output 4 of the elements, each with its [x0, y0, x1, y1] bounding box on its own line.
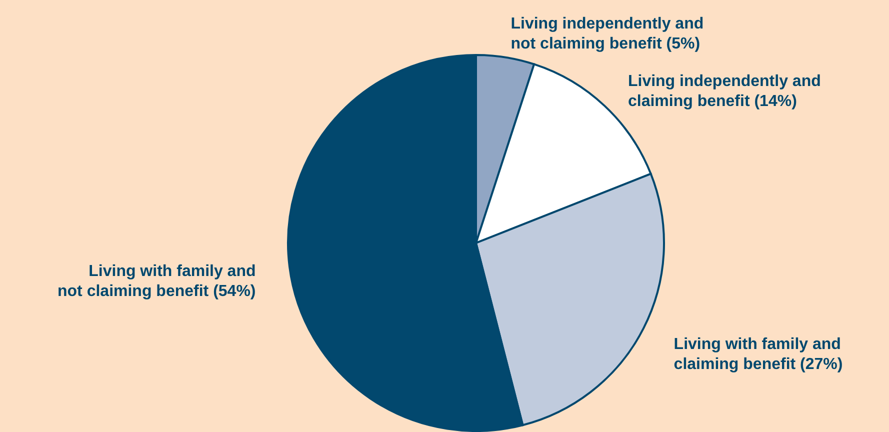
slice-label: Living independently and not claiming benefit (5%)	[510, 16, 704, 53]
slice-label: Living independently and claiming benefit (14%)	[628, 73, 821, 110]
slice-label: Living with family and not claiming benefit (54%)	[58, 262, 256, 300]
slice-label: Living with family and claiming benefit (27%)	[674, 336, 843, 373]
